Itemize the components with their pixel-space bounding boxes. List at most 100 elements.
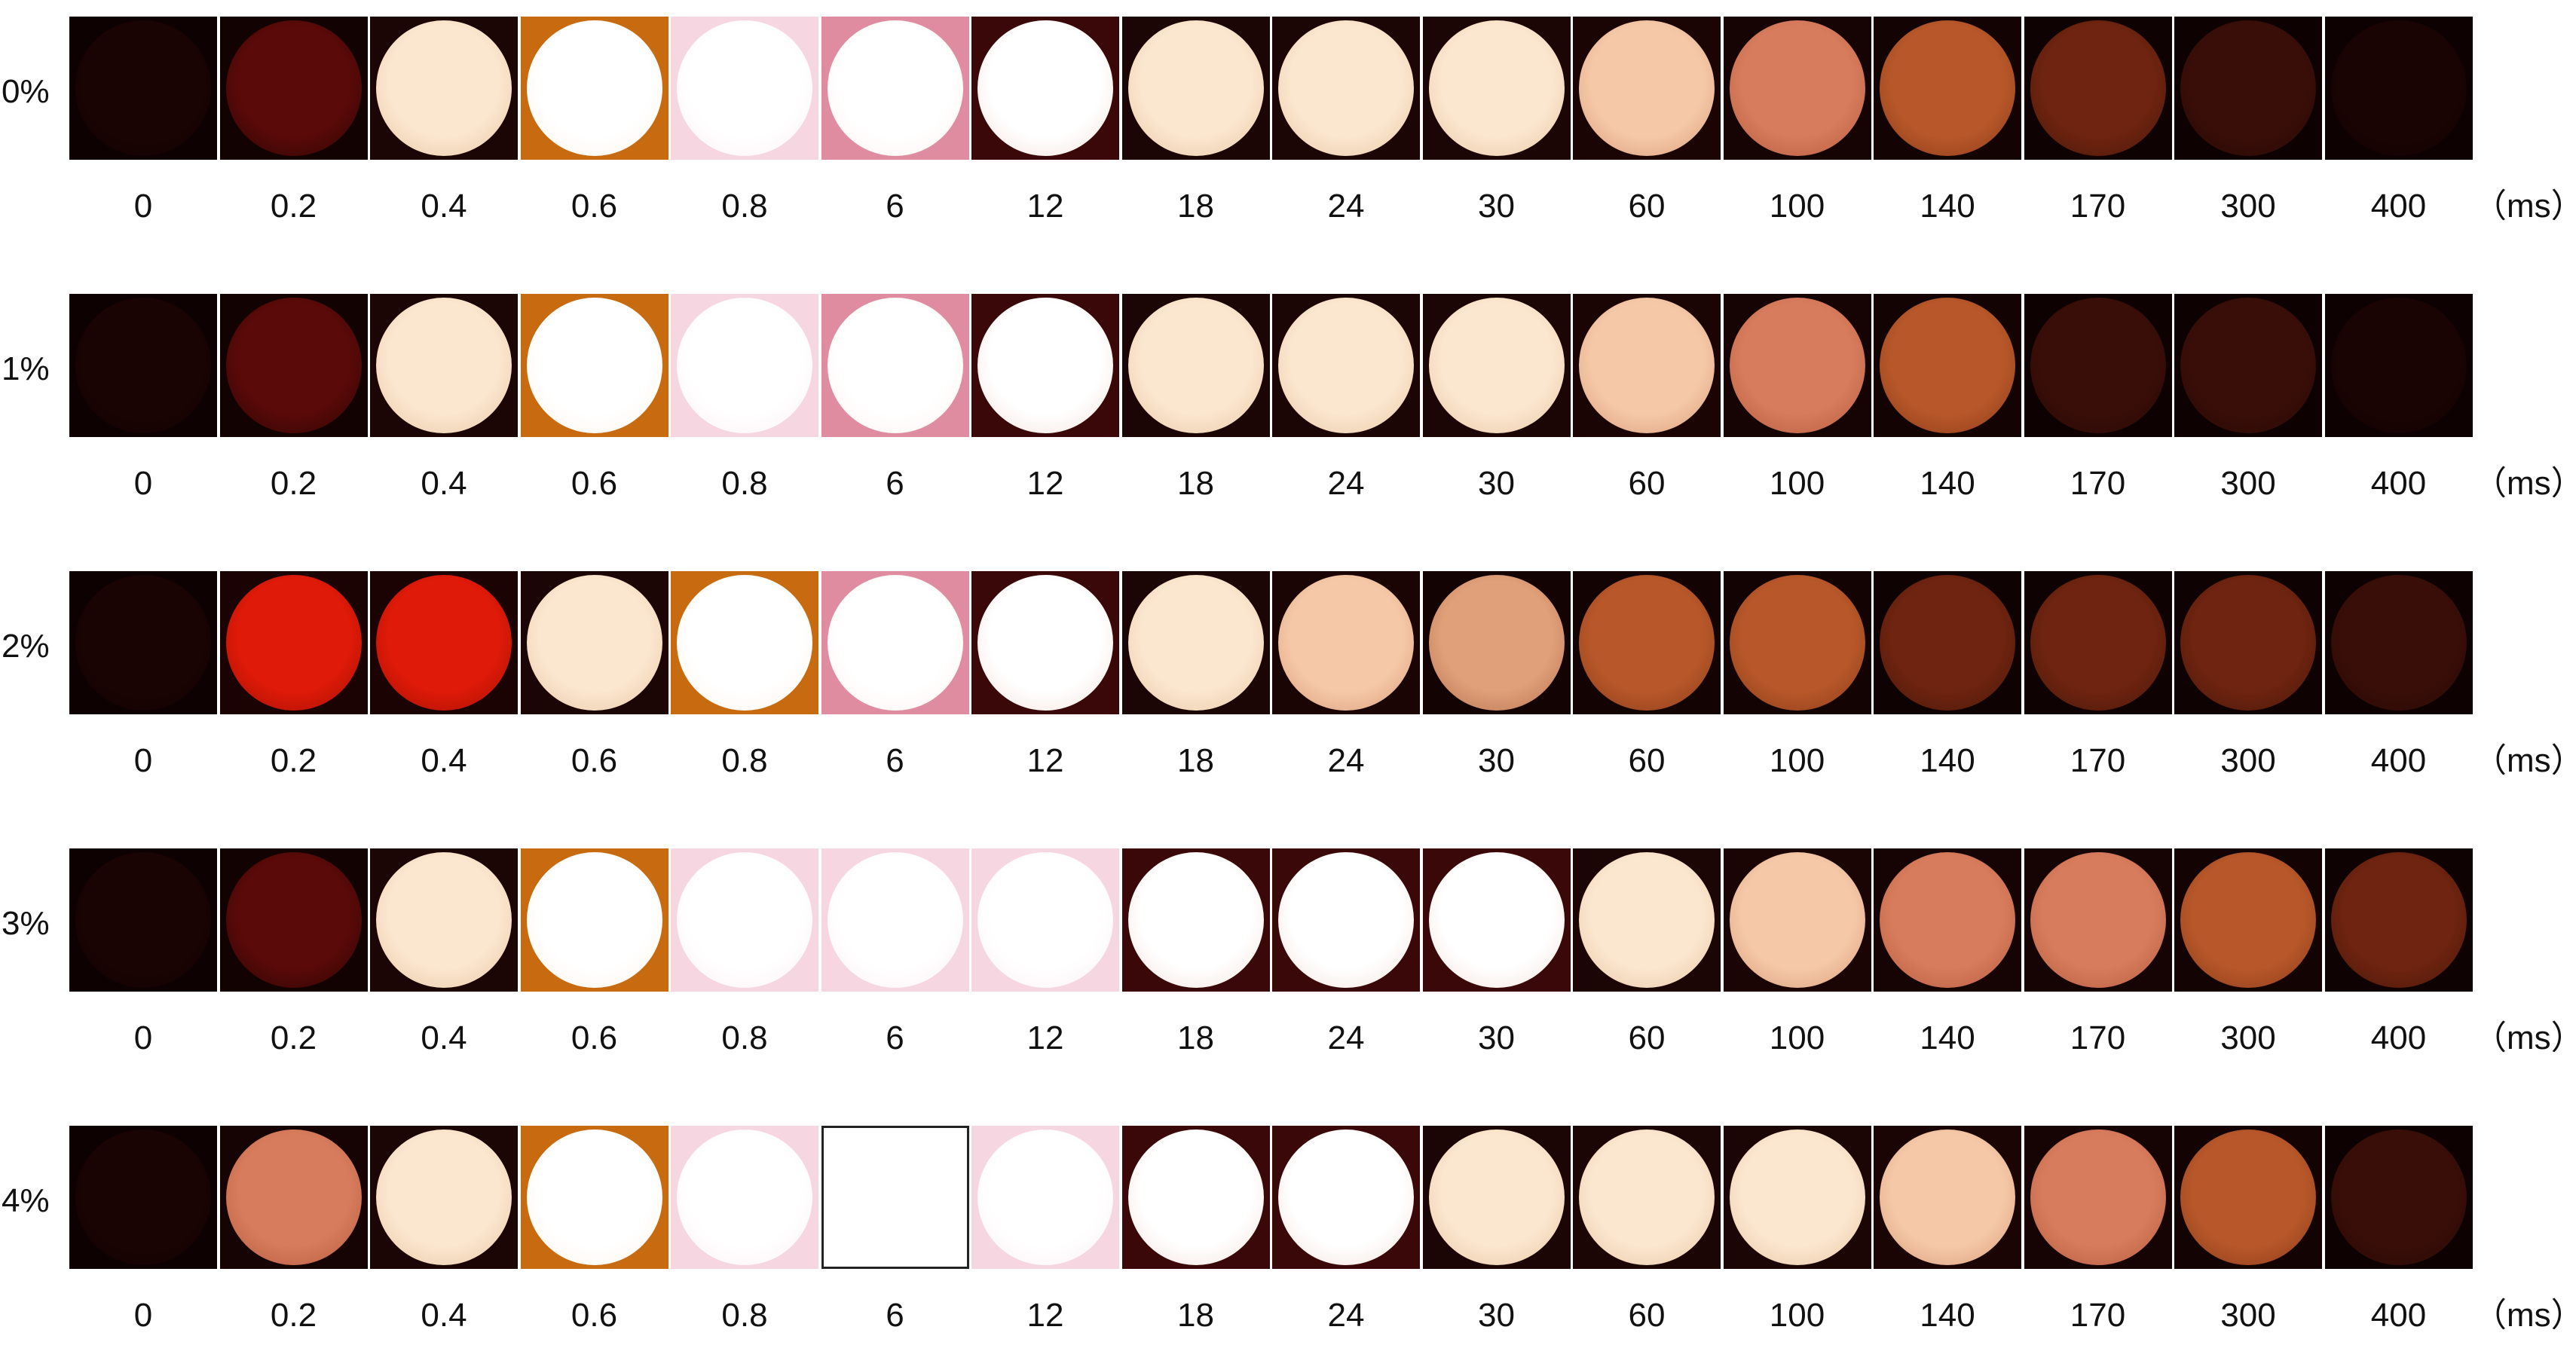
flame-disc <box>2330 852 2467 988</box>
flame-disc <box>2180 1129 2316 1265</box>
time-label: 24 <box>1327 188 1365 225</box>
flame-disc <box>1278 298 1414 433</box>
flame-disc <box>1127 852 1264 988</box>
time-label: 60 <box>1628 465 1666 502</box>
time-label: 140 <box>1920 1297 1975 1334</box>
time-label: 100 <box>1769 188 1825 225</box>
flame-image <box>821 17 969 160</box>
flame-disc <box>1428 1129 1565 1265</box>
flame-image <box>671 848 818 992</box>
time-label: 0.8 <box>721 1297 768 1334</box>
flame-disc <box>1127 298 1264 433</box>
time-label: 300 <box>2220 1297 2276 1334</box>
flame-image <box>1723 1126 1871 1269</box>
flame-disc <box>1278 852 1414 988</box>
flame-image <box>219 571 368 714</box>
flame-image <box>520 294 668 437</box>
flame-image <box>2324 571 2473 714</box>
flame-disc <box>677 20 812 156</box>
flame-image <box>370 571 518 714</box>
flame-image <box>1874 294 2021 437</box>
time-label: 0.4 <box>421 1297 467 1334</box>
flame-image <box>2024 848 2172 992</box>
flame-image <box>1573 1126 1721 1269</box>
time-label: 300 <box>2220 742 2276 779</box>
time-label: 0 <box>133 188 153 225</box>
flame-disc <box>1278 20 1414 156</box>
flame-disc <box>75 1129 211 1265</box>
flame-image <box>1272 294 1420 437</box>
time-label: 12 <box>1026 742 1064 779</box>
time-label: 24 <box>1327 742 1365 779</box>
flame-disc <box>75 20 211 156</box>
time-label: 0.2 <box>270 742 317 779</box>
time-label: 6 <box>886 465 904 502</box>
flame-image <box>1121 848 1270 992</box>
flame-image <box>520 848 668 992</box>
flame-disc <box>2180 298 2316 433</box>
flame-disc <box>827 20 963 156</box>
flame-disc <box>75 298 211 433</box>
row-label: 0% <box>2 73 50 110</box>
flame-disc <box>1579 298 1715 433</box>
flame-disc <box>225 1129 362 1265</box>
flame-image <box>520 571 668 714</box>
time-label: 18 <box>1177 1297 1214 1334</box>
flame-image <box>2324 294 2473 437</box>
flame-image <box>1573 571 1721 714</box>
flame-image <box>1723 294 1871 437</box>
time-label: 12 <box>1026 1019 1064 1056</box>
flame-disc <box>1729 298 1865 433</box>
time-label: 30 <box>1478 1019 1515 1056</box>
flame-disc <box>1428 298 1565 433</box>
flame-image <box>1874 17 2021 160</box>
flame-image <box>671 571 818 714</box>
time-label: 60 <box>1628 1297 1666 1334</box>
flame-image <box>1874 571 2021 714</box>
time-label: 18 <box>1177 188 1214 225</box>
time-label: 400 <box>2370 742 2427 779</box>
flame-image <box>1422 294 1571 437</box>
flame-image <box>971 17 1119 160</box>
flame-disc <box>2330 1129 2467 1265</box>
flame-disc <box>1880 298 2015 433</box>
time-label: 140 <box>1920 465 1975 502</box>
flame-disc <box>2330 20 2467 156</box>
flame-disc <box>2330 298 2467 433</box>
flame-disc <box>2180 20 2316 156</box>
time-label: 170 <box>2070 465 2126 502</box>
flame-image <box>2324 1126 2473 1269</box>
flame-image <box>219 294 368 437</box>
time-label: 6 <box>886 1019 904 1056</box>
flame-image <box>1272 17 1420 160</box>
row-label: 3% <box>2 905 50 942</box>
flame-image <box>69 848 217 992</box>
flame-image <box>1422 17 1571 160</box>
flame-disc <box>526 852 662 988</box>
time-label: 24 <box>1327 1019 1365 1056</box>
time-label: 300 <box>2220 1019 2276 1056</box>
time-label: 0 <box>133 742 153 779</box>
flame-disc <box>677 298 812 433</box>
time-label: 0.6 <box>571 1297 618 1334</box>
flame-disc <box>1880 575 2015 711</box>
flame-disc <box>2180 575 2316 711</box>
flame-image <box>1573 848 1721 992</box>
time-label: 6 <box>886 1297 904 1334</box>
time-label: 6 <box>886 742 904 779</box>
flame-image <box>971 1126 1119 1269</box>
flame-disc <box>977 575 1113 711</box>
flame-image <box>2324 17 2473 160</box>
flame-image <box>219 848 368 992</box>
time-label: 0 <box>133 1019 153 1056</box>
flame-disc <box>376 1129 512 1265</box>
time-label: 0.2 <box>270 1019 317 1056</box>
time-unit: （ms） <box>2474 1297 2576 1334</box>
flame-disc <box>1428 20 1565 156</box>
time-label: 100 <box>1769 465 1825 502</box>
flame-disc <box>1579 575 1715 711</box>
time-unit: （ms） <box>2474 188 2576 225</box>
time-label: 100 <box>1769 742 1825 779</box>
flame-disc <box>1729 1129 1865 1265</box>
flame-image <box>1573 17 1721 160</box>
